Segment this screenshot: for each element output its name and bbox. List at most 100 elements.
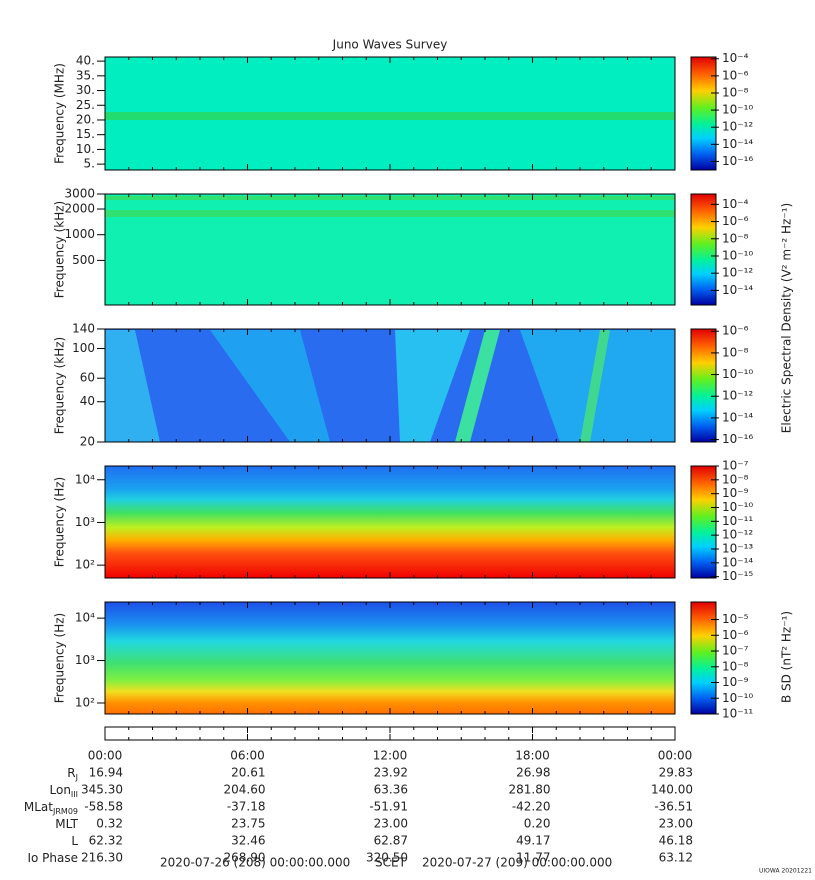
y-tick-label: 10⁴ [75, 611, 95, 625]
colorbar [690, 465, 717, 579]
y-axis-label: Frequency (kHz) [53, 201, 67, 298]
y-tick-label: 1000 [64, 227, 95, 241]
ephemeris-label: MLatJRM09 [24, 800, 78, 816]
colorbar-tick-label: 10⁻⁶ [722, 628, 749, 642]
ephemeris-value: 29.83 [659, 766, 693, 780]
ephemeris-value: 20.61 [231, 766, 265, 780]
scet-end: 2020-07-27 (209) 00:00:00.000 [422, 856, 612, 870]
colorbar-tick-label: 10⁻¹² [722, 120, 753, 134]
colorbar-tick-label: 10⁻¹² [722, 389, 753, 403]
colorbar-tick-label: 10⁻⁹ [722, 675, 749, 689]
colorbar-tick-label: 10⁻¹⁶ [722, 154, 753, 168]
ephemeris-label-text: R [67, 766, 75, 780]
colorbar-tick-label: 10⁻¹³ [722, 541, 753, 555]
colorbar-tick-label: 10⁻¹⁶ [722, 432, 753, 446]
y-axis-label: Frequency (MHz) [53, 63, 67, 164]
ephemeris-value: 23.92 [374, 766, 408, 780]
ephemeris-value: 63.36 [374, 783, 408, 797]
y-tick-label: 5. [84, 157, 95, 171]
x-tick-label: 12:00 [373, 749, 408, 763]
ephemeris-value: 268.90 [224, 851, 266, 865]
colorbar-tick-label: 10⁻⁶ [722, 324, 749, 338]
ephemeris-value: 62.32 [89, 834, 123, 848]
y-tick-label: 25. [76, 98, 95, 112]
y-tick-label: 2000 [64, 202, 95, 216]
stamp: UIOWA 20201221 [759, 868, 812, 875]
colorbar-tick-label: 10⁻¹⁰ [722, 248, 753, 262]
ephemeris-label: LonIII [50, 783, 79, 799]
colorbar-tick-label: 10⁻¹⁴ [722, 137, 753, 151]
colorbar-tick-label: 10⁻¹⁵ [722, 569, 753, 583]
ephemeris-value: 11.77 [516, 851, 550, 865]
title: Juno Waves Survey [332, 38, 448, 52]
colorbar-tick-label: 10⁻¹¹ [722, 514, 753, 528]
ephemeris-label: L [71, 834, 78, 848]
ephemeris-value: 26.98 [516, 766, 550, 780]
scet-label: SCET [375, 856, 407, 870]
colorbar-tick-label: 10⁻¹¹ [722, 707, 753, 721]
y-tick-label: 10³ [75, 515, 95, 529]
y-tick-label: 10⁴ [75, 472, 95, 486]
y-tick-label: 500 [72, 253, 95, 267]
colorbar-tick-label: 10⁻⁸ [722, 85, 749, 99]
ephemeris-value: 23.75 [231, 817, 265, 831]
ephemeris-value: 320.50 [366, 851, 408, 865]
ephemeris-value: 16.94 [89, 766, 123, 780]
ephemeris-value: 49.17 [516, 834, 550, 848]
colorbar-tick-label: 10⁻¹⁰ [722, 103, 753, 117]
y-tick-label: 100 [72, 341, 95, 355]
y-tick-label: 40 [80, 394, 95, 408]
y-tick-label: 20. [76, 112, 95, 126]
ephemeris-value: 204.60 [224, 783, 266, 797]
y-tick-label: 35. [76, 68, 95, 82]
ephemeris-value: 62.87 [374, 834, 408, 848]
colorbar-tick-label: 10⁻⁴ [722, 51, 749, 65]
ephemeris-label-sub: JRM09 [52, 807, 78, 816]
y-axis-label: Frequency (Hz) [53, 613, 67, 704]
y-tick-label: 30. [76, 83, 95, 97]
colorbar-tick-label: 10⁻⁶ [722, 68, 749, 82]
colorbar-tick-label: 10⁻¹⁴ [722, 410, 753, 424]
ephemeris-label-sub: J [75, 773, 78, 782]
y-tick-label: 10² [75, 695, 95, 709]
ephemeris-label-sub: III [71, 790, 78, 799]
colorbar-tick-label: 10⁻¹⁴ [722, 283, 753, 297]
spectrogram-images [105, 57, 675, 714]
x-tick-label: 06:00 [230, 749, 265, 763]
colorbar-tick-label: 10⁻¹⁴ [722, 555, 753, 569]
ephemeris-value: 46.18 [659, 834, 693, 848]
x-tick-label: 18:00 [515, 749, 550, 763]
colorbar-tick-label: 10⁻¹² [722, 528, 753, 542]
ephemeris-value: 23.00 [659, 817, 693, 831]
colorbar-tick-label: 10⁻⁹ [722, 486, 749, 500]
y-tick-label: 3000 [64, 187, 95, 201]
colorbar-tick-label: 10⁻⁸ [722, 345, 749, 359]
ephemeris-value: -42.20 [512, 800, 551, 814]
ephemeris-value: 23.00 [374, 817, 408, 831]
colorbar [690, 193, 717, 306]
ephemeris-value: 0.20 [524, 817, 551, 831]
y-tick-label: 20 [80, 435, 95, 449]
x-tick-label: 00:00 [88, 749, 123, 763]
ephemeris-value: -58.58 [84, 800, 123, 814]
y-axis-label: Frequency (Hz) [53, 477, 67, 568]
colorbar [690, 328, 717, 443]
colorbar-tick-label: 10⁻⁷ [722, 459, 749, 473]
ephemeris-value: 140.00 [651, 783, 693, 797]
ephemeris-label: Io Phase [27, 851, 78, 865]
ephemeris-label: MLT [55, 817, 78, 831]
ephemeris-value: 63.12 [659, 851, 693, 865]
ephemeris-value: 0.32 [96, 817, 123, 831]
y-tick-label: 60 [80, 371, 95, 385]
colorbar-tick-label: 10⁻⁴ [722, 197, 749, 211]
y-tick-label: 40. [76, 54, 95, 68]
colorbar-tick-label: 10⁻⁷ [722, 644, 749, 658]
y-axis-label: Frequency (kHz) [53, 337, 67, 434]
ephemeris-value: 281.80 [509, 783, 551, 797]
ephemeris-label-text: MLT [55, 817, 78, 831]
ephemeris-label-text: Lon [50, 783, 71, 797]
ephemeris-label-text: Io Phase [27, 851, 78, 865]
colorbar-tick-label: 10⁻⁸ [722, 231, 749, 245]
colorbar-tick-label: 10⁻⁸ [722, 472, 749, 486]
